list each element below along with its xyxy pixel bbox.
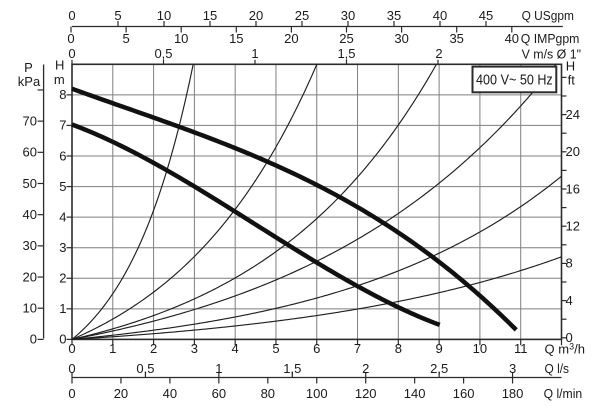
svg-text:0: 0 [68, 386, 75, 401]
svg-text:1: 1 [251, 46, 258, 61]
svg-text:0: 0 [68, 46, 75, 61]
svg-text:0: 0 [30, 332, 37, 347]
svg-text:Q IMPgpm: Q IMPgpm [521, 31, 580, 46]
svg-text:12: 12 [566, 219, 580, 234]
svg-text:3: 3 [59, 240, 66, 255]
svg-text:40: 40 [433, 8, 447, 23]
svg-text:15: 15 [203, 8, 217, 23]
svg-text:10: 10 [174, 31, 188, 46]
svg-text:0: 0 [68, 8, 75, 23]
svg-text:11: 11 [514, 341, 528, 356]
svg-text:10: 10 [23, 301, 37, 316]
svg-text:2: 2 [59, 271, 66, 286]
svg-text:40: 40 [163, 386, 177, 401]
svg-text:60: 60 [212, 386, 226, 401]
svg-text:4: 4 [59, 209, 66, 224]
svg-text:5: 5 [59, 179, 66, 194]
svg-text:30: 30 [341, 8, 355, 23]
svg-text:15: 15 [229, 31, 243, 46]
svg-text:0: 0 [68, 361, 75, 376]
svg-text:5: 5 [122, 31, 129, 46]
svg-text:m: m [54, 72, 65, 87]
svg-text:1: 1 [109, 341, 116, 356]
svg-text:400 V~ 50 Hz: 400 V~ 50 Hz [476, 73, 553, 89]
svg-text:10: 10 [473, 341, 487, 356]
svg-text:kPa: kPa [18, 74, 41, 89]
svg-text:20: 20 [23, 269, 37, 284]
svg-text:8: 8 [566, 256, 573, 271]
svg-text:20: 20 [566, 144, 580, 159]
svg-text:1: 1 [59, 301, 66, 316]
svg-text:3: 3 [191, 341, 198, 356]
svg-text:0,5: 0,5 [154, 46, 172, 61]
svg-text:0: 0 [67, 31, 74, 46]
svg-text:10: 10 [157, 8, 171, 23]
svg-text:2,5: 2,5 [430, 361, 448, 376]
svg-text:35: 35 [449, 31, 463, 46]
svg-text:16: 16 [566, 181, 580, 196]
svg-text:60: 60 [23, 145, 37, 160]
svg-text:40: 40 [505, 31, 519, 46]
svg-text:2: 2 [435, 46, 442, 61]
svg-text:30: 30 [394, 31, 408, 46]
svg-text:H: H [566, 59, 575, 74]
svg-text:H: H [55, 58, 64, 73]
svg-text:6: 6 [313, 341, 320, 356]
svg-text:5: 5 [114, 8, 121, 23]
svg-text:20: 20 [249, 8, 263, 23]
svg-text:8: 8 [59, 87, 66, 102]
svg-text:0,5: 0,5 [136, 361, 154, 376]
svg-text:45: 45 [479, 8, 493, 23]
svg-text:P: P [24, 60, 33, 75]
svg-text:7: 7 [354, 341, 361, 356]
svg-text:40: 40 [23, 207, 37, 222]
svg-text:50: 50 [23, 176, 37, 191]
svg-text:2: 2 [362, 361, 369, 376]
svg-text:5: 5 [272, 341, 279, 356]
svg-text:1: 1 [215, 361, 222, 376]
svg-text:160: 160 [453, 386, 475, 401]
svg-text:35: 35 [387, 8, 401, 23]
svg-text:7: 7 [59, 118, 66, 133]
svg-text:3: 3 [509, 361, 516, 376]
svg-text:180: 180 [502, 386, 524, 401]
svg-text:30: 30 [23, 238, 37, 253]
svg-text:20: 20 [114, 386, 128, 401]
svg-text:Q l/min: Q l/min [544, 386, 583, 401]
svg-text:24: 24 [566, 107, 580, 122]
svg-text:ft: ft [568, 72, 576, 87]
svg-text:80: 80 [261, 386, 275, 401]
svg-text:Q l/s: Q l/s [545, 361, 570, 376]
svg-text:0: 0 [59, 332, 66, 347]
svg-text:Q m3/h: Q m3/h [545, 341, 585, 356]
svg-text:1,5: 1,5 [337, 46, 355, 61]
svg-text:0: 0 [566, 330, 573, 345]
svg-text:25: 25 [295, 8, 309, 23]
svg-text:6: 6 [59, 148, 66, 163]
svg-text:4: 4 [232, 341, 239, 356]
svg-text:0: 0 [68, 341, 75, 356]
svg-text:Q USgpm: Q USgpm [522, 8, 574, 23]
svg-text:140: 140 [404, 386, 426, 401]
svg-text:9: 9 [436, 341, 443, 356]
svg-text:20: 20 [284, 31, 298, 46]
svg-text:8: 8 [395, 341, 402, 356]
svg-text:2: 2 [150, 341, 157, 356]
svg-text:100: 100 [306, 386, 328, 401]
svg-text:70: 70 [23, 113, 37, 128]
svg-text:V m/s Ø 1": V m/s Ø 1" [522, 47, 582, 62]
svg-text:120: 120 [355, 386, 377, 401]
svg-text:1,5: 1,5 [283, 361, 301, 376]
svg-text:4: 4 [566, 293, 573, 308]
svg-text:25: 25 [339, 31, 353, 46]
